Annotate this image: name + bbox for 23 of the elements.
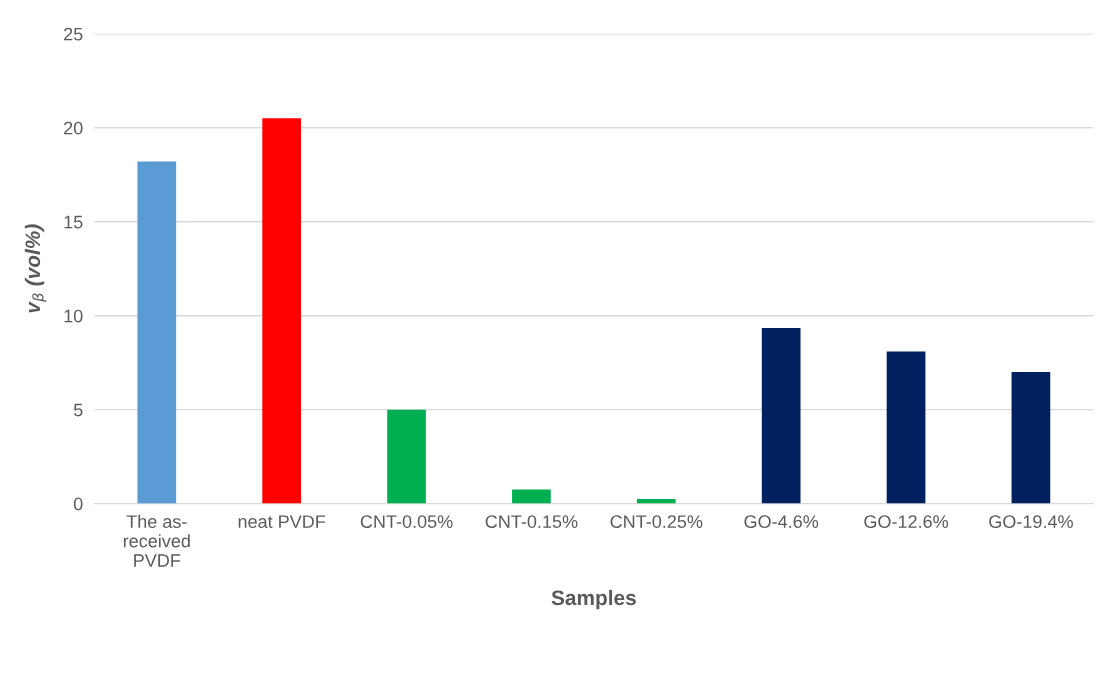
y-axis-title: v$_{β}$ (vol%) — [24, 224, 47, 313]
bar — [387, 409, 426, 504]
bar — [1011, 372, 1051, 504]
y-tick-label: 20 — [64, 121, 83, 135]
x-axis-title: Samples — [551, 589, 636, 610]
x-tick-label: CNT-0.15% — [485, 515, 578, 528]
x-tick-label: GO-4.6% — [744, 515, 819, 528]
bar — [512, 489, 551, 504]
y-tick-label: 15 — [64, 215, 83, 229]
y-tick-label: 0 — [73, 497, 83, 511]
x-tick-label: The as- received PVDF — [123, 514, 190, 567]
y-tick-label: 25 — [64, 27, 83, 41]
y-tick-label: 10 — [64, 309, 83, 323]
y-tick-label: 5 — [73, 403, 83, 417]
x-tick-label: GO-12.6% — [864, 515, 949, 528]
bar — [137, 161, 177, 504]
bar — [886, 351, 926, 504]
x-tick-label: GO-19.4% — [989, 515, 1073, 528]
x-tick-label: neat PVDF — [238, 515, 326, 528]
x-tick-label: CNT-0.05% — [360, 515, 453, 528]
bar — [761, 327, 801, 504]
x-tick-label: CNT-0.25% — [610, 515, 703, 528]
bar — [262, 118, 302, 504]
